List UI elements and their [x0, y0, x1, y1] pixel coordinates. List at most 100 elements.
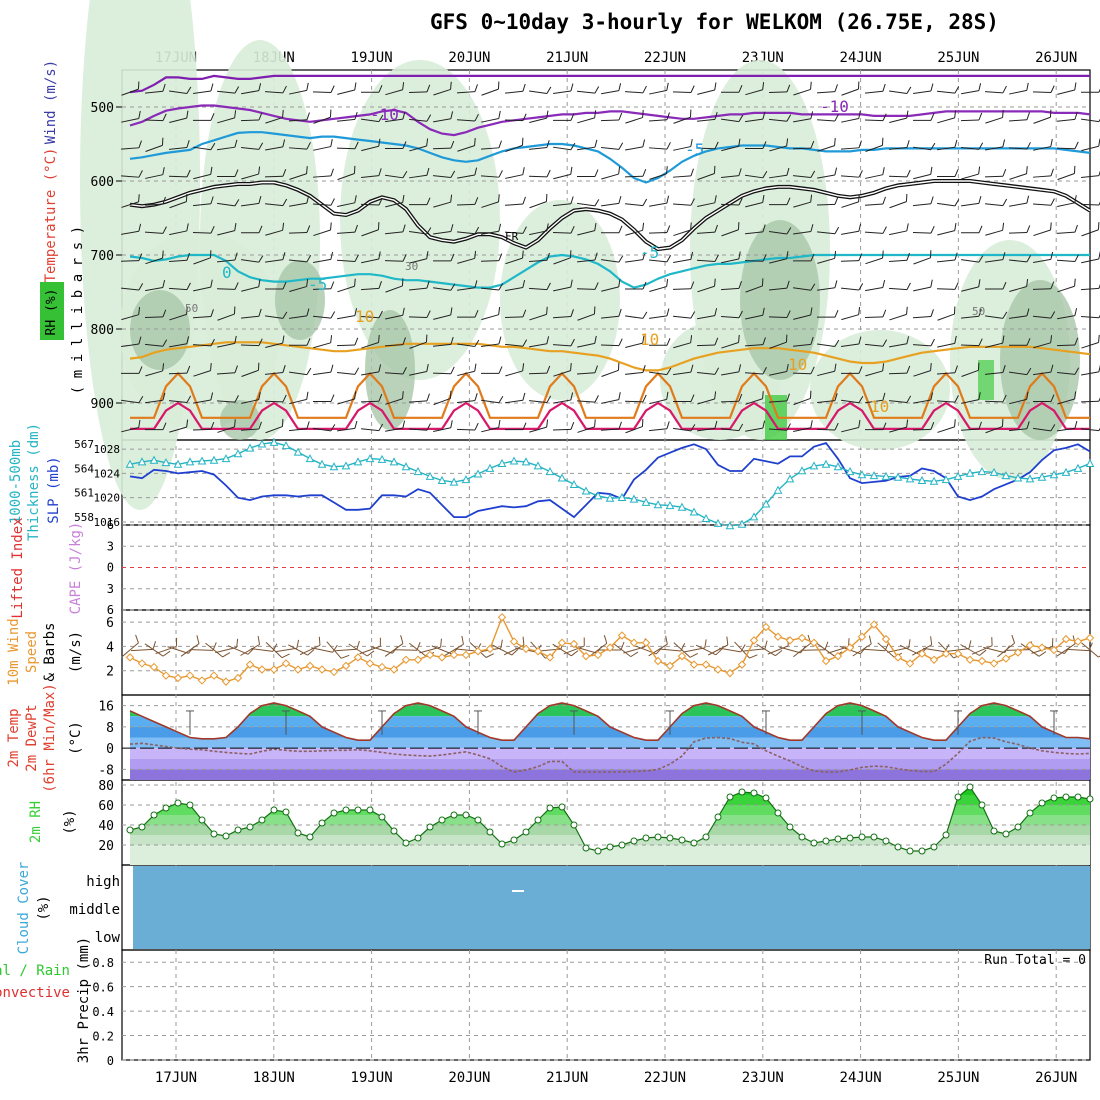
barb-flag	[354, 111, 358, 120]
barb-shaft	[913, 173, 931, 180]
barb-shaft	[673, 342, 691, 349]
barb-shaft	[120, 287, 140, 291]
barb-flag	[546, 395, 552, 403]
wind-barb	[1056, 141, 1079, 150]
barb-flag	[749, 654, 758, 659]
barb-shaft	[1008, 428, 1028, 432]
barb-shaft	[841, 201, 859, 208]
barb-flag	[666, 142, 671, 150]
wind-barb	[841, 419, 861, 433]
wind-barb	[961, 195, 982, 207]
barb-flag	[1074, 337, 1079, 346]
wind-barb	[793, 420, 813, 433]
barb-flag	[618, 255, 624, 263]
barb-flag	[690, 335, 693, 343]
rh-point	[186, 801, 194, 809]
barb-shaft	[745, 398, 763, 405]
barb-shaft	[648, 119, 668, 122]
wind-barb	[121, 81, 140, 96]
rh-tick-label: 20	[98, 839, 114, 854]
barb-flag	[378, 197, 383, 206]
barb-shaft	[817, 257, 835, 264]
barb-shaft	[864, 203, 884, 206]
ylabel-wind10m-speed: Speed	[24, 631, 40, 673]
barb-shaft	[841, 117, 859, 123]
barb-shaft	[841, 343, 859, 348]
rh-point	[1002, 830, 1010, 838]
barb-flag	[930, 142, 936, 150]
barb-flag	[809, 390, 812, 399]
barb-shaft	[1057, 89, 1075, 95]
barb-shaft	[360, 400, 380, 403]
barb-flag	[930, 392, 934, 401]
wind-barb	[721, 364, 742, 376]
barb-flag	[642, 222, 645, 231]
wind-barb	[385, 171, 408, 179]
wind-barb	[289, 338, 311, 346]
barb-flag	[714, 224, 718, 233]
barb-flag	[356, 640, 360, 650]
barb-flag	[474, 280, 478, 288]
barb-flag	[282, 252, 286, 260]
wind-speed-point	[737, 660, 747, 669]
barb-flag	[786, 227, 792, 235]
barb-shaft	[601, 286, 619, 292]
barb-flag	[738, 423, 744, 431]
barb-shaft	[240, 344, 260, 347]
barb-shaft	[697, 173, 715, 181]
thickness-point	[557, 473, 567, 482]
rh-point	[438, 816, 446, 824]
wind-barb	[385, 307, 405, 320]
barb-shaft	[745, 89, 763, 96]
wind-barb	[601, 195, 622, 207]
barb-shaft	[433, 118, 451, 123]
rh-point	[630, 837, 638, 845]
wind-speed-point	[665, 661, 675, 671]
barb-flag	[138, 336, 142, 345]
cape-tick-label: 0	[107, 561, 114, 575]
barb-flag	[1074, 308, 1078, 316]
rh-point	[510, 836, 518, 844]
barb-flag	[1098, 334, 1100, 343]
rh-point	[474, 816, 482, 824]
ylabel-millibars-char: i	[70, 354, 86, 362]
barb-shaft	[1033, 229, 1051, 237]
barb-shaft	[793, 314, 811, 320]
wind-barb	[601, 166, 621, 180]
wind-barb	[457, 363, 477, 377]
wind-barb	[408, 280, 430, 291]
wind-barb	[481, 395, 504, 404]
cloud-cover-gap	[512, 890, 524, 892]
barb-flag	[354, 254, 359, 262]
wind10m-barb	[658, 643, 686, 652]
wind-barb	[409, 227, 432, 235]
barb-shaft	[697, 398, 715, 405]
barb-flag	[258, 83, 262, 91]
wind-barb	[865, 392, 886, 404]
wind-barb	[121, 110, 141, 123]
wind-barb	[600, 338, 623, 347]
barb-flag	[690, 222, 692, 231]
wind-speed-point	[413, 655, 423, 664]
barb-shaft	[588, 642, 608, 658]
barb-flag	[330, 335, 333, 343]
wind-speed-point	[1037, 643, 1047, 652]
temp-fill-band	[130, 726, 1090, 738]
barb-flag	[402, 224, 406, 233]
wind-barb	[577, 139, 598, 151]
rh-point	[330, 809, 338, 817]
rh-point	[486, 828, 494, 836]
wind-barb	[240, 421, 262, 431]
wind-speed-point	[821, 656, 831, 666]
barb-shaft	[1033, 258, 1051, 263]
wind-barb	[216, 365, 238, 375]
barb-flag	[402, 141, 407, 149]
wind-barb	[745, 391, 764, 405]
wind-barb	[961, 225, 983, 234]
wind-barb	[673, 335, 693, 349]
wind-barb	[793, 224, 814, 235]
wind-speed-point	[437, 653, 447, 662]
temp-tick-label: 0	[106, 742, 114, 757]
barb-flag	[786, 167, 790, 176]
thickness-point	[353, 457, 363, 466]
